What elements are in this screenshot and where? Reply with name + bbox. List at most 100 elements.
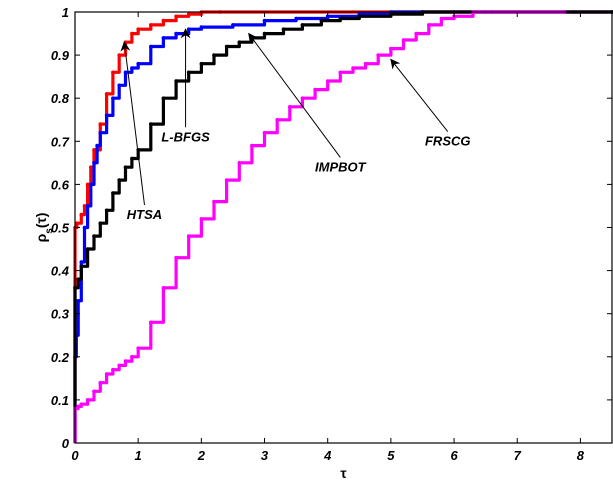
series-point-l-bfgs [130, 66, 134, 70]
x-tick-label: 1 [135, 448, 142, 463]
series-point-frscg [199, 217, 204, 221]
annotation-label-impbot: IMPBOT [315, 159, 367, 174]
series-point-impbot [76, 277, 80, 282]
series-point-frscg [130, 355, 134, 359]
series-point-frscg [186, 234, 191, 238]
series-point-frscg [325, 79, 330, 83]
x-tick-label: 0 [71, 448, 79, 463]
y-tick-label: 0.1 [51, 393, 69, 408]
series-point-l-bfgs [161, 36, 166, 40]
series-point-l-bfgs [294, 16, 298, 21]
series-point-frscg [262, 130, 267, 135]
series-point-frscg [161, 286, 166, 290]
y-axis-label-sub: s [44, 228, 55, 234]
series-point-impbot [79, 264, 84, 269]
annotation-arrow-impbot [248, 32, 341, 158]
y-axis-ticks: 0 0.1 0.2 0.3 0.4 0.5 0.6 0.7 0.8 0.9 1 [51, 5, 612, 451]
y-tick-label: 0.7 [51, 134, 70, 149]
series-point-frscg [224, 178, 229, 182]
series-point-frscg [376, 53, 381, 57]
series-point-l-bfgs [82, 225, 87, 230]
series-line-htsa [73, 10, 612, 400]
series-point-frscg [250, 143, 254, 148]
series-point-impbot [85, 247, 90, 251]
series-point-impbot [117, 178, 121, 182]
y-tick-label: 1 [62, 5, 69, 20]
series-point-htsa [186, 12, 191, 16]
series-point-htsa [149, 23, 153, 27]
annotation-label-htsa: HTSA [127, 207, 162, 222]
series-point-frscg [237, 161, 242, 165]
series-point-frscg [427, 23, 431, 27]
x-tick-label: 5 [387, 448, 395, 463]
y-tick-label: 0.3 [51, 307, 70, 322]
series-point-htsa [104, 92, 109, 96]
series-point-frscg [414, 31, 419, 36]
series-point-htsa [111, 70, 115, 75]
y-tick-label: 0.2 [51, 350, 70, 365]
series-point-l-bfgs [174, 31, 178, 36]
series-point-impbot [174, 79, 178, 83]
series-point-frscg [85, 398, 90, 402]
series-point-l-bfgs [199, 25, 204, 29]
series-point-l-bfgs [89, 182, 93, 187]
x-axis-ticks: 0 1 2 3 4 5 6 7 8 [71, 12, 585, 463]
series-point-l-bfgs [136, 61, 140, 66]
y-tick-label: 0.4 [51, 264, 70, 279]
series-point-frscg [174, 255, 178, 260]
series-point-htsa [98, 122, 103, 126]
series-point-frscg [117, 363, 121, 368]
series-point-impbot [92, 234, 96, 238]
y-tick-label: 0.6 [51, 177, 70, 192]
series-point-frscg [288, 105, 292, 109]
series-point-frscg [79, 402, 84, 407]
x-tick-label: 3 [261, 448, 269, 463]
series-line-frscg [73, 10, 565, 443]
series-point-l-bfgs [111, 96, 115, 100]
y-tick-label: 0 [62, 436, 70, 451]
series-point-frscg [212, 199, 216, 204]
x-axis-label: τ [340, 465, 347, 481]
series-point-impbot [300, 23, 305, 27]
series-point-impbot [281, 27, 286, 32]
series-point-l-bfgs [104, 113, 109, 118]
series-point-impbot [212, 53, 216, 57]
series-point-impbot [357, 14, 362, 19]
series-point-l-bfgs [92, 161, 96, 165]
series-point-frscg [111, 367, 115, 372]
series-point-l-bfgs [262, 18, 267, 23]
annotation-group: HTSA L-BFGS IMPBOT FRSCG [120, 28, 471, 222]
series-point-frscg [136, 346, 140, 351]
annotation-arrow-frscg [390, 58, 449, 132]
series-point-frscg [389, 46, 393, 51]
series-point-frscg [351, 66, 355, 70]
series-point-impbot [262, 31, 267, 36]
series-point-frscg [275, 118, 280, 122]
series-point-htsa [130, 31, 134, 36]
series-point-frscg [439, 16, 444, 21]
y-axis-label-tail: (τ) [33, 213, 49, 229]
series-point-htsa [79, 212, 84, 217]
series-point-htsa [136, 27, 140, 32]
series-point-frscg [76, 404, 80, 409]
series-point-impbot [338, 16, 343, 21]
series-point-frscg [98, 380, 103, 385]
series-point-l-bfgs [79, 260, 84, 264]
x-tick-label: 8 [577, 448, 585, 463]
series-point-l-bfgs [95, 143, 99, 148]
series-point-impbot [111, 191, 115, 195]
series-point-frscg [401, 38, 406, 42]
y-tick-label: 0.5 [51, 221, 70, 236]
series-point-frscg [338, 70, 343, 75]
series-point-l-bfgs [85, 204, 90, 208]
series-point-impbot [130, 156, 134, 161]
series-point-htsa [85, 182, 90, 187]
series-point-impbot [186, 70, 191, 75]
y-axis-label-main: ρ [33, 233, 49, 242]
annotation-label-frscg: FRSCG [425, 134, 471, 149]
series-point-frscg [123, 359, 128, 363]
annotation-label-l-bfgs: L-BFGS [161, 129, 210, 144]
x-tick-label: 7 [514, 448, 522, 463]
y-tick-label: 0.8 [51, 91, 70, 106]
